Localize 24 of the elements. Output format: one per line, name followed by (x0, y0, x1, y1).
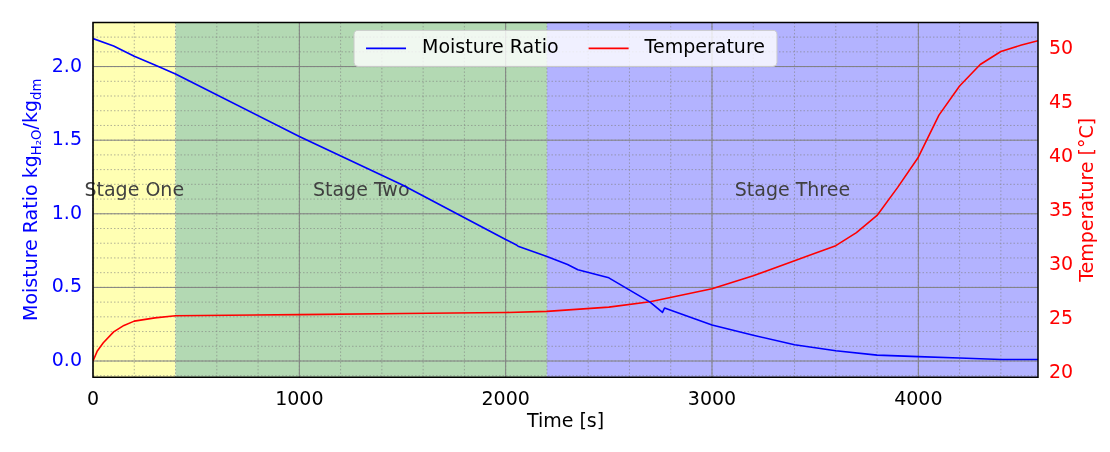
x-axis-title: Time [s] (525, 409, 605, 432)
band-label: Stage Three (734, 177, 851, 200)
legend-label: Moisture Ratio (422, 35, 559, 58)
y-tick-label: 2.0 (51, 53, 82, 76)
y2-tick-label: 20 (1049, 359, 1074, 382)
y-tick-label: 0.5 (51, 274, 82, 297)
legend-label: Temperature (643, 35, 765, 58)
y-tick-label: 0.0 (51, 347, 82, 370)
band-label: Stage Two (312, 177, 410, 200)
y2-tick-label: 50 (1049, 36, 1074, 59)
y2-tick-label: 35 (1049, 198, 1074, 221)
y2-axis-title: Temperature [°C] (1074, 117, 1097, 283)
x-tick-label: 1000 (275, 386, 324, 409)
y2-tick-label: 45 (1049, 90, 1074, 113)
x-tick-label: 3000 (687, 386, 737, 409)
y2-tick-label: 40 (1049, 144, 1074, 167)
y-tick-label: 1.0 (51, 200, 82, 223)
x-tick-label: 4000 (894, 386, 943, 409)
y-tick-label: 1.5 (51, 127, 82, 150)
y2-tick-label: 25 (1049, 305, 1074, 328)
y2-tick-label: 30 (1049, 251, 1074, 274)
x-tick-label: 2000 (481, 386, 530, 409)
x-tick-label: 0 (86, 386, 100, 409)
y-axis-title: Moisture Ratio kgH₂O/kgdm (18, 78, 45, 321)
